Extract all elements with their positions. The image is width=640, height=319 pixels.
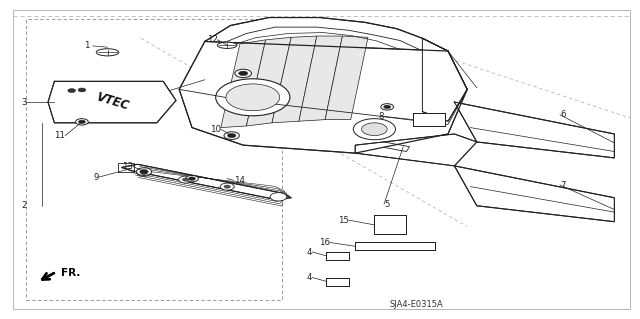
- Text: VTEC: VTEC: [94, 90, 130, 113]
- Circle shape: [68, 89, 76, 93]
- Circle shape: [239, 71, 248, 76]
- Circle shape: [136, 168, 152, 175]
- Circle shape: [224, 132, 239, 139]
- Circle shape: [188, 177, 196, 181]
- Ellipse shape: [96, 49, 119, 56]
- Text: 4: 4: [307, 273, 312, 282]
- Polygon shape: [272, 36, 317, 123]
- Text: 13: 13: [122, 162, 133, 171]
- Text: 3: 3: [21, 98, 27, 107]
- Text: SJA4-E0315A: SJA4-E0315A: [389, 300, 443, 309]
- Polygon shape: [422, 38, 467, 121]
- Bar: [26, 19, 282, 300]
- Circle shape: [384, 105, 390, 108]
- Circle shape: [179, 176, 193, 183]
- Text: 12: 12: [207, 35, 218, 44]
- Text: 10: 10: [210, 125, 221, 134]
- Polygon shape: [326, 278, 349, 286]
- Text: 4: 4: [307, 248, 312, 256]
- Circle shape: [186, 175, 198, 182]
- Circle shape: [226, 84, 280, 111]
- Circle shape: [140, 169, 148, 174]
- Text: 11: 11: [54, 131, 65, 140]
- Circle shape: [220, 183, 234, 190]
- Circle shape: [137, 169, 151, 176]
- Circle shape: [78, 88, 86, 92]
- Text: 6: 6: [560, 110, 566, 119]
- Polygon shape: [326, 252, 349, 260]
- Text: FR.: FR.: [61, 268, 80, 278]
- Circle shape: [227, 133, 236, 138]
- Text: 1: 1: [84, 41, 93, 50]
- Polygon shape: [179, 41, 467, 153]
- Text: 16: 16: [319, 238, 330, 247]
- Polygon shape: [299, 36, 342, 121]
- Circle shape: [141, 171, 147, 174]
- Polygon shape: [355, 242, 435, 250]
- Polygon shape: [221, 40, 266, 128]
- Text: 7: 7: [560, 181, 566, 189]
- Circle shape: [362, 123, 387, 136]
- Circle shape: [216, 79, 290, 116]
- Polygon shape: [454, 166, 614, 222]
- Text: 14: 14: [234, 176, 244, 185]
- Circle shape: [270, 193, 287, 201]
- Text: 15: 15: [338, 216, 349, 225]
- Polygon shape: [246, 37, 291, 126]
- Circle shape: [76, 119, 88, 125]
- Text: 9: 9: [94, 173, 99, 182]
- Circle shape: [224, 185, 230, 188]
- Circle shape: [353, 119, 396, 140]
- Circle shape: [79, 120, 86, 124]
- Text: 2: 2: [21, 201, 27, 210]
- Text: 5: 5: [384, 200, 390, 209]
- Circle shape: [235, 69, 252, 78]
- Polygon shape: [413, 113, 445, 126]
- Polygon shape: [122, 164, 291, 199]
- Polygon shape: [374, 215, 406, 234]
- Circle shape: [381, 104, 394, 110]
- Polygon shape: [355, 134, 477, 166]
- Circle shape: [182, 178, 189, 181]
- Text: 8: 8: [378, 112, 384, 121]
- Ellipse shape: [218, 42, 237, 48]
- Polygon shape: [454, 102, 614, 158]
- Polygon shape: [325, 36, 368, 120]
- Polygon shape: [48, 81, 176, 123]
- Polygon shape: [205, 18, 448, 128]
